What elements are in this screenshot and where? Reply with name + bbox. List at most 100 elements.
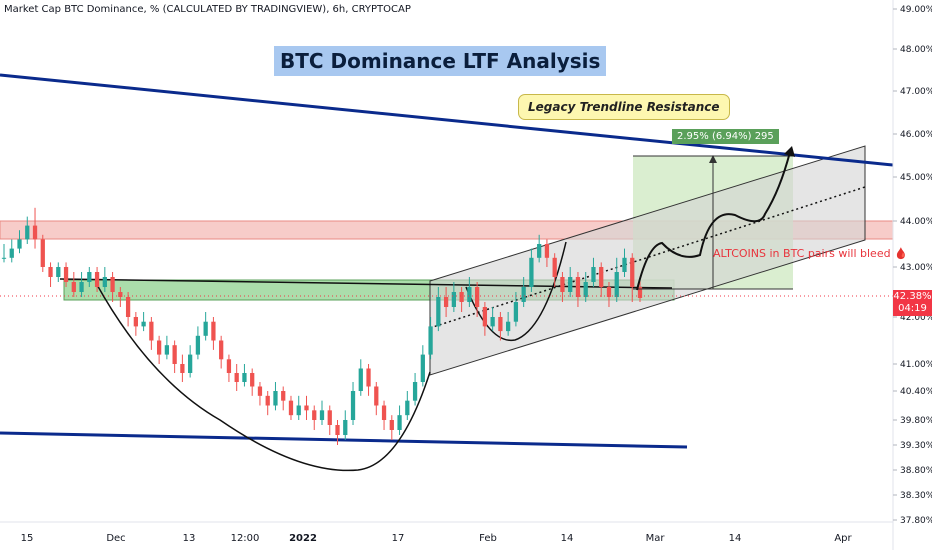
candle-body bbox=[296, 405, 301, 416]
candle bbox=[583, 272, 588, 302]
time-tick-label: 17 bbox=[392, 533, 405, 544]
time-tick-label: 14 bbox=[561, 533, 574, 544]
candle-body bbox=[568, 277, 573, 292]
candle-body bbox=[156, 340, 162, 355]
candle bbox=[281, 386, 286, 411]
candle bbox=[591, 257, 596, 287]
candle-body bbox=[622, 257, 627, 272]
price-tick-label: 49.00% bbox=[900, 5, 932, 15]
candle bbox=[40, 234, 45, 272]
candle-body bbox=[234, 373, 239, 382]
candle bbox=[490, 307, 495, 332]
candle bbox=[32, 207, 38, 249]
candle bbox=[48, 262, 53, 287]
candle bbox=[381, 400, 387, 430]
candle-body bbox=[575, 277, 581, 297]
candle bbox=[544, 239, 550, 267]
candle bbox=[521, 277, 526, 307]
time-tick-label: 15 bbox=[21, 533, 34, 544]
candle-body bbox=[56, 267, 61, 277]
support-trendline bbox=[0, 431, 688, 449]
candle-body bbox=[381, 405, 387, 420]
candle-body bbox=[420, 354, 425, 382]
candle-body bbox=[288, 400, 294, 416]
candle bbox=[560, 272, 565, 302]
candle-body bbox=[490, 317, 495, 327]
current-price-value: 42.38% bbox=[893, 291, 932, 302]
candle bbox=[498, 312, 503, 341]
trendline-callout: Legacy Trendline Resistance bbox=[518, 94, 730, 120]
candle-body bbox=[203, 321, 208, 336]
candle bbox=[226, 354, 232, 382]
candle bbox=[203, 312, 208, 341]
candle-body bbox=[529, 257, 534, 287]
time-tick-label: 13 bbox=[183, 533, 196, 544]
candle-body bbox=[350, 391, 356, 420]
candle-body bbox=[71, 282, 76, 292]
candle-body bbox=[312, 410, 317, 420]
candle bbox=[374, 382, 379, 416]
candle bbox=[257, 382, 263, 406]
candle-body bbox=[560, 277, 565, 292]
candle-body bbox=[273, 391, 278, 406]
candle bbox=[63, 262, 69, 287]
candle bbox=[350, 382, 356, 425]
candle bbox=[630, 253, 635, 302]
candle bbox=[94, 267, 100, 292]
candle bbox=[420, 345, 425, 387]
measured-move-arrowhead bbox=[709, 155, 717, 163]
candle-body bbox=[48, 267, 53, 277]
candle-body bbox=[281, 391, 286, 401]
candle-body bbox=[599, 267, 604, 287]
candle-body bbox=[467, 287, 472, 302]
candle-body bbox=[265, 395, 270, 406]
candle-body bbox=[94, 272, 100, 287]
price-tick-label: 46.00% bbox=[900, 130, 932, 140]
candle-body bbox=[257, 386, 263, 396]
candle bbox=[319, 400, 325, 425]
candle bbox=[250, 368, 255, 396]
candle-body bbox=[63, 267, 69, 282]
candle-body bbox=[32, 225, 38, 240]
candle bbox=[312, 405, 317, 430]
candle-body bbox=[195, 335, 201, 355]
candle bbox=[56, 262, 61, 282]
candle bbox=[537, 234, 542, 263]
time-tick-label: Feb bbox=[479, 533, 497, 544]
candle-body bbox=[25, 225, 30, 240]
price-tick-label: 37.80% bbox=[900, 516, 932, 526]
candle bbox=[343, 410, 348, 440]
candle bbox=[118, 287, 123, 307]
candle bbox=[288, 395, 294, 420]
candle bbox=[622, 248, 627, 277]
candle-body bbox=[149, 321, 154, 341]
candle bbox=[234, 364, 239, 391]
candle bbox=[366, 364, 371, 396]
candle-body bbox=[459, 292, 464, 302]
price-tick-label: 38.30% bbox=[900, 491, 932, 501]
candle-body bbox=[343, 420, 348, 435]
candle bbox=[71, 272, 76, 297]
current-price-tag[interactable]: 42.38% 04:19 bbox=[893, 290, 932, 316]
candle-body bbox=[451, 292, 456, 307]
candle bbox=[529, 248, 534, 292]
candle bbox=[304, 395, 309, 420]
candle-body bbox=[389, 420, 394, 430]
price-tick-label: 44.00% bbox=[900, 217, 932, 227]
small-cup-curve bbox=[465, 241, 567, 342]
candle bbox=[575, 272, 581, 307]
candle bbox=[443, 287, 449, 317]
candle-body bbox=[40, 239, 45, 267]
price-tick-label: 40.40% bbox=[900, 387, 932, 397]
candle bbox=[436, 287, 441, 332]
candle bbox=[397, 405, 402, 435]
candle bbox=[125, 292, 131, 327]
candle bbox=[1, 244, 7, 263]
price-tick-label: 38.80% bbox=[900, 466, 932, 476]
candle-body bbox=[405, 400, 410, 416]
candle bbox=[149, 317, 154, 350]
candle bbox=[428, 317, 433, 360]
candle bbox=[180, 354, 185, 382]
candle-body bbox=[428, 326, 433, 355]
candle-body bbox=[172, 345, 177, 364]
